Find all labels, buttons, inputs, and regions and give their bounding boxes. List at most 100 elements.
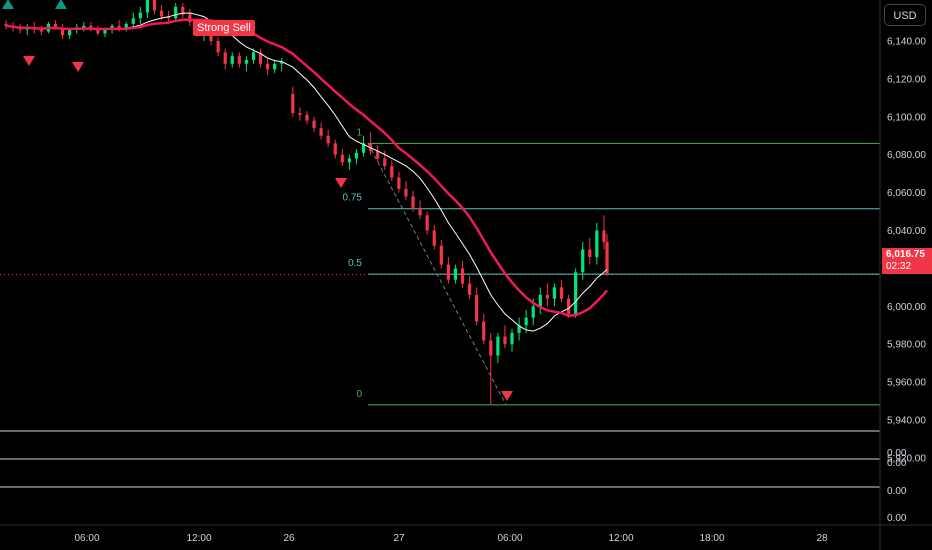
candle-body	[496, 336, 500, 356]
fib-trend-line	[367, 143, 507, 406]
x-tick-label: 12:00	[186, 533, 211, 544]
buy-signal-icon	[55, 0, 67, 9]
candle-body	[425, 215, 429, 231]
y-tick-label: 6,000.00	[887, 302, 926, 313]
candle-body	[602, 230, 606, 242]
sell-signal-icon	[23, 56, 35, 66]
fast-moving-average	[5, 12, 608, 332]
slow-moving-average	[5, 18, 608, 318]
candle-body	[326, 135, 330, 144]
pane-tick-label: -40.00	[887, 0, 916, 3]
signal-markers	[2, 0, 513, 401]
candle-body	[354, 152, 359, 159]
candle-body	[517, 325, 521, 333]
buy-signal-icon	[2, 0, 14, 9]
candle-body	[138, 12, 142, 19]
x-tick-label: 12:00	[608, 533, 633, 544]
y-tick-label: 5,960.00	[887, 378, 926, 389]
candle-body	[588, 249, 592, 258]
x-tick-label: 28	[816, 533, 828, 544]
candle-body	[460, 268, 465, 284]
candle-body	[581, 249, 585, 273]
fibonacci-retracement[interactable]: 1 0.75 0.5 0	[343, 127, 880, 406]
sell-signal-icon	[335, 178, 347, 188]
x-tick-label: 06:00	[74, 533, 99, 544]
candle-body	[312, 120, 316, 129]
candle-body	[605, 241, 609, 275]
y-tick-label: 6,060.00	[887, 188, 926, 199]
candle-body	[266, 63, 270, 70]
candle-body	[595, 230, 599, 258]
candle-body	[432, 230, 436, 246]
candle-body	[68, 29, 72, 36]
candle-body	[244, 59, 248, 64]
candle-body	[376, 150, 380, 159]
candle-body	[131, 18, 135, 24]
candle-body	[404, 188, 408, 197]
candle-body	[566, 298, 571, 314]
pane-tick-label: 0.00	[887, 513, 907, 524]
x-tick-label: 26	[283, 533, 295, 544]
candle-body	[60, 27, 65, 36]
candle-body	[4, 23, 8, 26]
candle-body	[510, 332, 514, 345]
candle-body	[489, 340, 493, 356]
candle-body	[237, 56, 241, 64]
candle-body	[188, 14, 192, 23]
y-tick-label: 5,920.00	[887, 453, 926, 464]
candle-body	[538, 294, 542, 307]
candle-body	[347, 158, 351, 163]
candle-body	[145, 0, 150, 13]
sell-signal-icon	[72, 62, 84, 72]
candle-body	[174, 6, 178, 19]
candle-body	[273, 63, 277, 70]
candle-body	[361, 143, 366, 153]
candle-body	[524, 317, 528, 326]
x-tick-label: 27	[393, 533, 405, 544]
candle-body	[531, 306, 535, 318]
candle-body	[82, 25, 86, 28]
pane-tick-label: 0.00	[887, 486, 907, 497]
pane-tick-label: 0.00	[887, 458, 907, 469]
candle-body	[258, 52, 263, 64]
candle-body	[369, 143, 373, 151]
candle-body	[152, 0, 157, 11]
candle-body	[475, 294, 479, 322]
candle-body	[383, 158, 387, 167]
candle-body	[319, 128, 323, 136]
candle-body	[340, 154, 344, 163]
y-tick-label: 5,980.00	[887, 340, 926, 351]
candle-body	[223, 52, 227, 64]
fib-level-label: 0	[356, 389, 362, 400]
candle-body	[305, 114, 309, 121]
y-tick-label: 6,100.00	[887, 112, 926, 123]
candle-body	[53, 23, 58, 28]
candle-body	[397, 177, 401, 189]
last-price-value: 6,016.75	[886, 249, 925, 260]
candle-body	[291, 94, 295, 114]
candle-body	[574, 272, 578, 314]
y-tick-label: 6,040.00	[887, 226, 926, 237]
candle-body	[333, 143, 337, 155]
fib-level-label: 1	[356, 127, 362, 138]
moving-averages	[5, 12, 608, 332]
candle-body	[251, 52, 256, 60]
candle-body	[418, 207, 422, 216]
candle-body	[298, 113, 302, 115]
last-price-tag: 6,016.75 02:32	[882, 248, 932, 274]
candle-body	[503, 336, 507, 345]
pane-tick-label: 0.00	[887, 448, 907, 459]
x-tick-label: 18:00	[699, 533, 724, 544]
candle-body	[117, 25, 121, 28]
time-axis[interactable]: 06:00 12:00 26 27 06:00 12:00 18:00 28	[0, 524, 932, 544]
candle-body	[411, 196, 415, 208]
candlestick-series	[4, 0, 609, 405]
candle-body	[446, 264, 450, 280]
y-tick-label: 5,940.00	[887, 416, 926, 427]
currency-button[interactable]: USD	[884, 4, 926, 26]
candle-body	[552, 287, 557, 299]
candle-body	[482, 321, 486, 341]
x-tick-label: 06:00	[497, 533, 522, 544]
fib-level-label: 0.5	[348, 258, 362, 269]
